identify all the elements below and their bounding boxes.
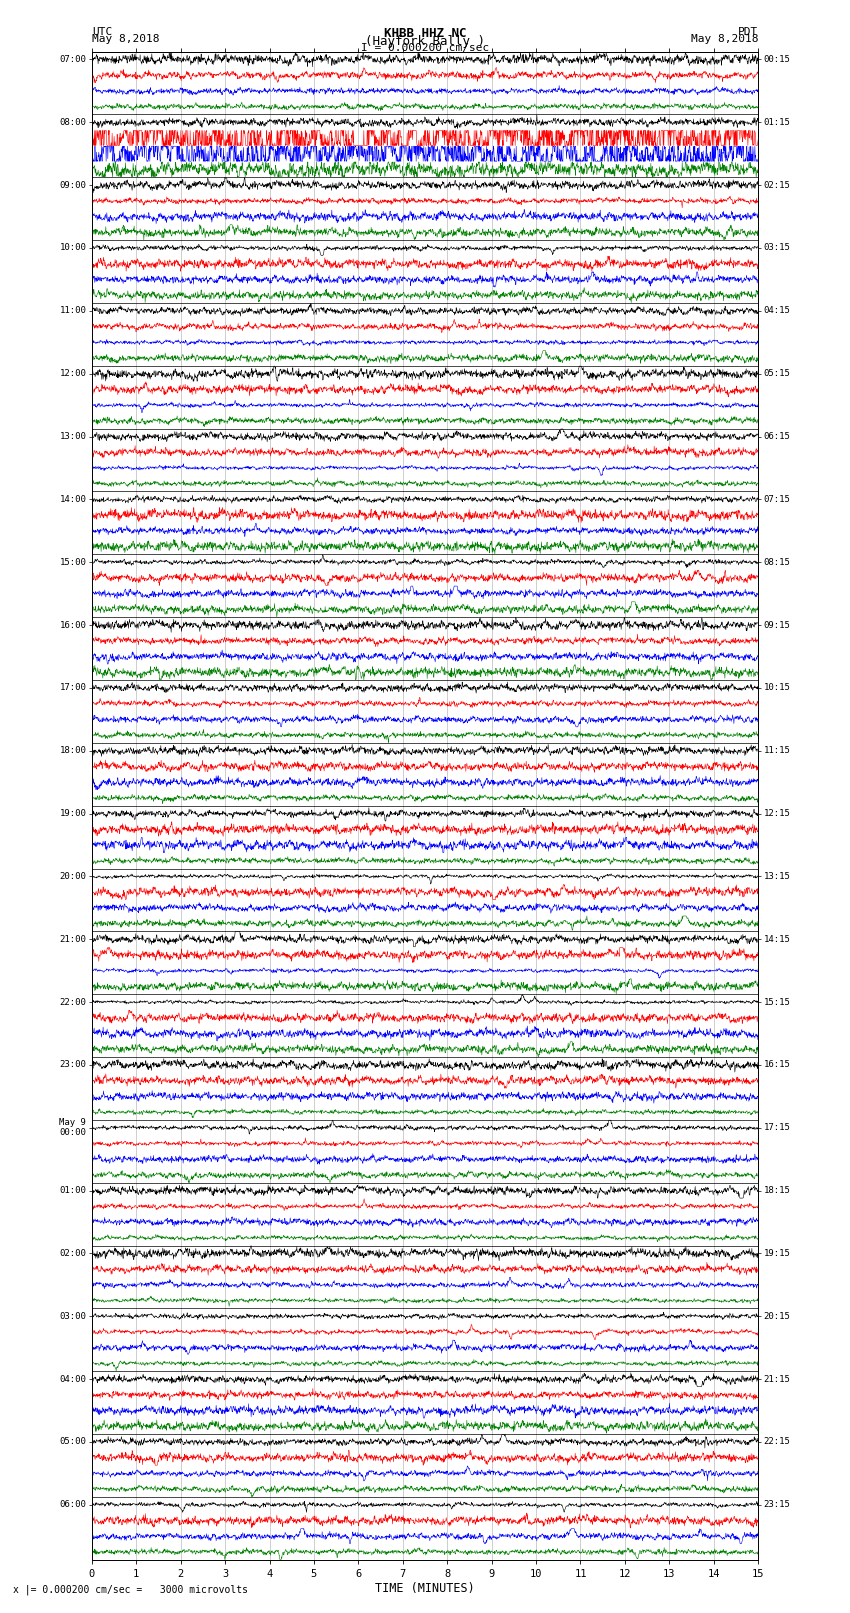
Text: May 8,2018: May 8,2018 <box>691 34 758 44</box>
X-axis label: TIME (MINUTES): TIME (MINUTES) <box>375 1582 475 1595</box>
Text: UTC: UTC <box>92 26 112 37</box>
Text: x |= 0.000200 cm/sec =   3000 microvolts: x |= 0.000200 cm/sec = 3000 microvolts <box>13 1584 247 1595</box>
Text: (Hayfork Bally ): (Hayfork Bally ) <box>365 35 485 48</box>
Text: PDT: PDT <box>738 26 758 37</box>
Text: KHBB HHZ NC: KHBB HHZ NC <box>383 26 467 40</box>
Text: May 8,2018: May 8,2018 <box>92 34 159 44</box>
Text: I = 0.000200 cm/sec: I = 0.000200 cm/sec <box>361 44 489 53</box>
